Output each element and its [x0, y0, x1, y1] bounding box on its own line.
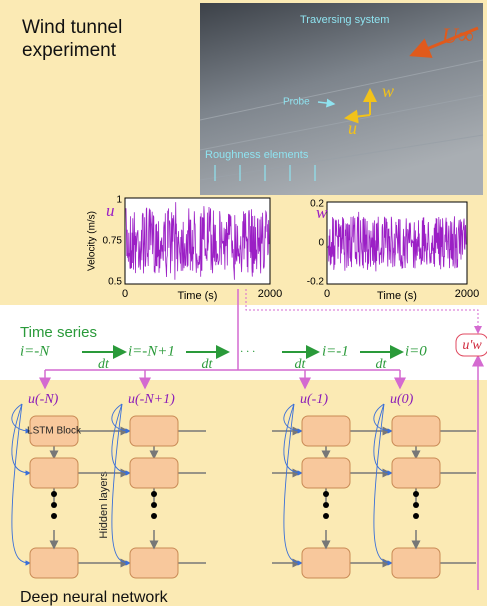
y-tick-label: 0.2	[310, 199, 324, 210]
y-tick-label: 0	[318, 238, 324, 249]
dt-label: dt	[376, 357, 388, 372]
lstm-block	[392, 416, 440, 446]
dt-label: dt	[295, 357, 307, 372]
lstm-block	[30, 548, 78, 578]
lstm-block	[130, 416, 178, 446]
time-step: · · ·	[240, 344, 255, 358]
ellipsis-dot	[51, 502, 57, 508]
timeseries-title: Time series	[20, 324, 97, 341]
lstm-block	[392, 458, 440, 488]
ellipsis-dot	[323, 491, 329, 497]
y-tick-label: 0.75	[103, 236, 123, 247]
lstm-block	[130, 548, 178, 578]
input-label: u(-N)	[28, 392, 59, 407]
dt-label: dt	[98, 357, 110, 372]
lstm-block	[302, 458, 350, 488]
x-tick-label: 2000	[455, 288, 479, 300]
dt-label: dt	[202, 357, 214, 372]
time-step: i=0	[405, 343, 427, 359]
time-step: i=-N	[20, 343, 50, 359]
x-tick-label: 0	[324, 288, 330, 300]
title: Wind tunnel experiment	[22, 16, 162, 62]
ellipsis-dot	[413, 491, 419, 497]
lstm-block	[302, 416, 350, 446]
page: Traversing system Probe Roughness elemen…	[0, 0, 487, 606]
y-axis-label: Velocity (m/s)	[87, 211, 98, 271]
lstm-block	[302, 548, 350, 578]
lstm-block	[30, 458, 78, 488]
photo-label: Probe	[283, 97, 310, 108]
time-step: i=-1	[322, 343, 349, 359]
photo-label: Roughness elements	[205, 149, 309, 161]
diagram: Traversing system Probe Roughness elemen…	[0, 0, 487, 606]
x-tick-label: 2000	[258, 288, 282, 300]
x-axis-label: Time (s)	[377, 290, 417, 302]
x-tick-label: 0	[122, 288, 128, 300]
output-label: u'w	[462, 338, 482, 353]
y-tick-label: 1	[116, 195, 122, 206]
ellipsis-dot	[413, 513, 419, 519]
x-axis-label: Time (s)	[178, 290, 218, 302]
ellipsis-dot	[151, 491, 157, 497]
lstm-block	[392, 548, 440, 578]
ellipsis-dot	[51, 491, 57, 497]
photo-label: Traversing system	[300, 14, 389, 26]
ellipsis-dot	[323, 502, 329, 508]
y-tick-label: -0.2	[307, 277, 325, 288]
input-label: u(-1)	[300, 392, 328, 407]
y-tick-label: 0.5	[108, 277, 122, 288]
input-label: u(-N+1)	[128, 392, 175, 407]
block-label: LSTM Block	[27, 426, 82, 437]
plot-label: u	[106, 201, 115, 220]
axis-label: w	[382, 81, 394, 101]
time-step: i=-N+1	[128, 343, 175, 359]
photo	[200, 3, 483, 195]
ellipsis-dot	[413, 502, 419, 508]
input-label: u(0)	[390, 392, 414, 407]
hidden-label: Hidden layers	[98, 471, 110, 539]
lstm-block	[130, 458, 178, 488]
network-title: Deep neural network	[20, 589, 169, 606]
ellipsis-dot	[151, 502, 157, 508]
ellipsis-dot	[151, 513, 157, 519]
ellipsis-dot	[51, 513, 57, 519]
freestream-label: U∞	[442, 23, 474, 48]
ellipsis-dot	[323, 513, 329, 519]
axis-label: u	[348, 118, 357, 138]
